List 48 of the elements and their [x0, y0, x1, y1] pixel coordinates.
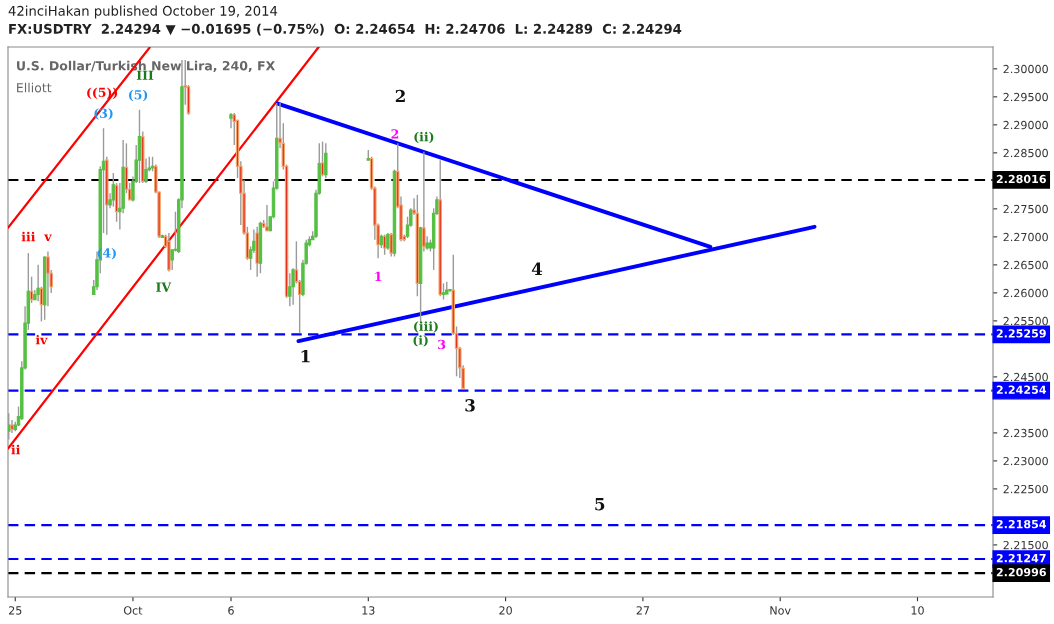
- ref-line-label: 2.21854: [996, 519, 1047, 529]
- annotation: (ii): [414, 131, 434, 144]
- x-tick-label: 13: [362, 606, 375, 615]
- annotation: (iii): [414, 321, 438, 333]
- ref-line-label: 2.25259: [996, 329, 1046, 338]
- x-tick-label: Nov: [770, 606, 791, 615]
- y-tick-label: 2.24500: [1003, 372, 1048, 382]
- annotation: IV: [156, 282, 172, 292]
- text: 42inciHakan published October 19, 2014: [8, 5, 278, 19]
- y-tick-label: 2.26000: [1003, 288, 1048, 298]
- x-tick-label: 25: [9, 606, 22, 615]
- annotation: ii: [11, 444, 21, 455]
- y-tick-label: 2.28500: [1003, 148, 1048, 158]
- annotation: (5): [129, 89, 148, 102]
- ref-line-label: 2.21247: [996, 553, 1046, 563]
- ref-line-label: 2.28016: [996, 174, 1046, 184]
- annotation: 3: [438, 339, 446, 350]
- annotation: 2: [395, 89, 405, 103]
- annotation: 2: [391, 129, 399, 139]
- annotation: (i): [413, 335, 428, 347]
- annotation: 4: [531, 262, 543, 275]
- ref-line-label: 2.24254: [996, 385, 1047, 394]
- annotation: iv: [35, 334, 48, 345]
- y-tick-label: 2.21500: [1003, 540, 1048, 550]
- text: FX:USDTRY 2.24294 ▼ −0.01695 (−0.75%) O: 2.24654 H: 2.24706 L: 2.24289 C: 2.24294: [9, 23, 682, 36]
- annotation: 5: [595, 498, 605, 511]
- annotation: v: [44, 234, 52, 241]
- y-tick-label: 2.23500: [1003, 428, 1048, 438]
- annotation: iii: [21, 231, 36, 242]
- y-tick-label: 2.29000: [1003, 120, 1048, 130]
- annotation: 3: [465, 398, 475, 412]
- x-tick-label: Oct: [123, 606, 143, 615]
- y-tick-label: 2.27000: [1003, 232, 1048, 242]
- y-tick-label: 2.26500: [1003, 260, 1048, 270]
- y-tick-label: 2.23000: [1003, 456, 1048, 466]
- y-tick-label: 2.30000: [1003, 64, 1048, 74]
- x-tick-label: 10: [911, 606, 924, 615]
- annotation: 1: [375, 271, 382, 282]
- x-tick-label: 6: [228, 606, 234, 615]
- x-tick-label: 20: [499, 606, 512, 615]
- y-tick-label: 2.29500: [1003, 92, 1048, 102]
- x-tick-label: 27: [636, 606, 650, 615]
- y-tick-label: 2.25500: [1003, 316, 1048, 326]
- annotation: 1: [301, 349, 310, 363]
- y-tick-label: 2.27500: [1003, 204, 1048, 214]
- ref-line-label: 2.20996: [996, 567, 1046, 577]
- y-tick-label: 2.22500: [1003, 484, 1048, 494]
- text: Elliott: [17, 82, 52, 93]
